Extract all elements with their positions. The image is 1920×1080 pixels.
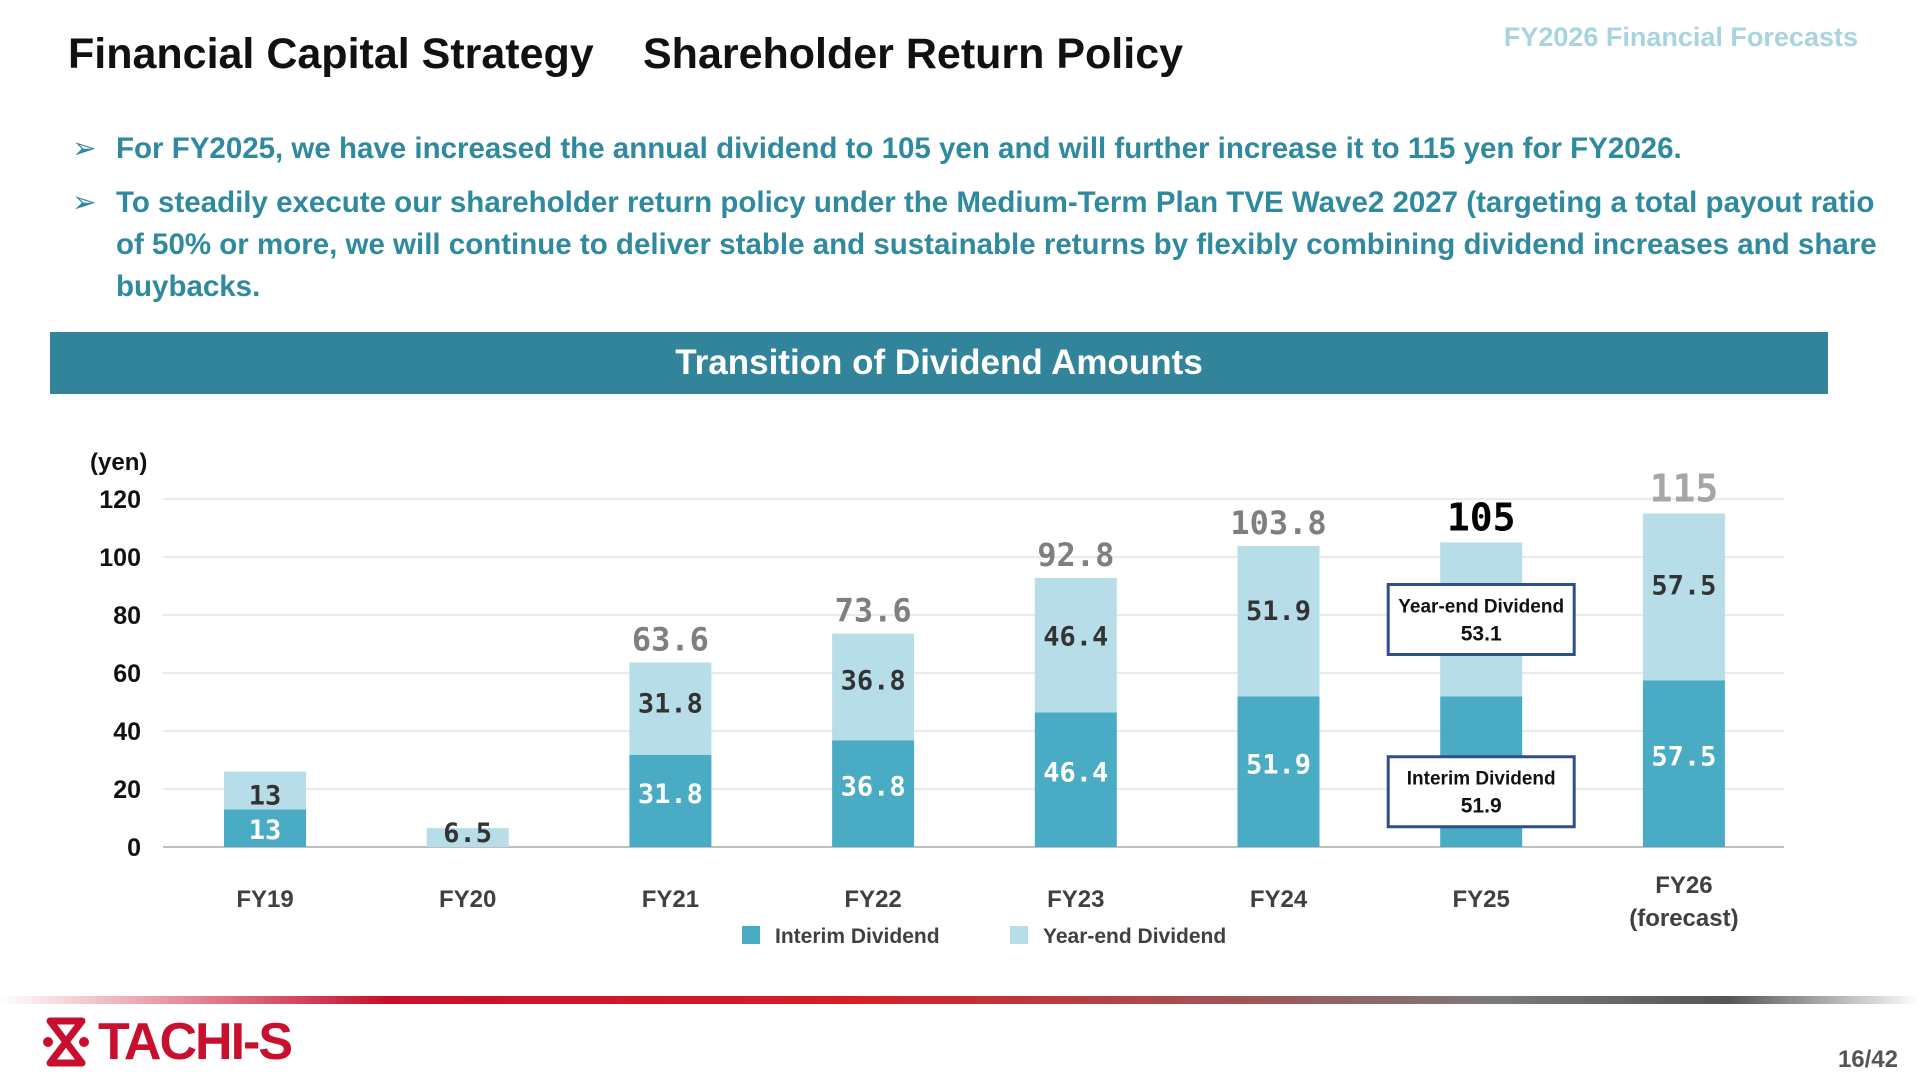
bar-interim-dividend [629, 754, 712, 847]
x-tick-label: (forecast) [1629, 905, 1738, 932]
bullet-item: ➢ For FY2025, we have increased the annu… [72, 128, 1882, 170]
bar-year-end-dividend [224, 771, 306, 810]
data-label-total: 103.8 [1230, 504, 1326, 542]
arrow-bullet-icon: ➢ [72, 132, 97, 165]
data-label-year-end: 31.8 [638, 688, 703, 719]
bullet-list: ➢ For FY2025, we have increased the annu… [72, 128, 1882, 320]
y-tick-label: 60 [113, 660, 141, 688]
x-tick-label: FY19 [236, 886, 293, 913]
callout-interim-box [1386, 755, 1576, 829]
bullet-text: For FY2025, we have increased the annual… [116, 132, 1682, 165]
callout-title: Interim Dividend [1407, 769, 1556, 790]
page-number: 16/42 [1837, 1046, 1898, 1073]
x-tick-label: FY22 [844, 886, 901, 913]
page-subtitle: Shareholder Return Policy [643, 30, 1184, 78]
bar-year-end-dividend [1642, 513, 1725, 681]
x-tick-label: FY24 [1250, 886, 1308, 913]
x-tick-label: FY21 [642, 886, 699, 913]
bar-interim-dividend [1237, 696, 1320, 847]
x-tick-label: FY20 [439, 886, 496, 913]
data-label-interim: 46.4 [1043, 758, 1108, 789]
y-tick-label: 120 [99, 486, 141, 514]
company-logo: TACHI-S [40, 1012, 293, 1072]
bar-year-end-dividend [1237, 545, 1320, 697]
data-label-year-end: 51.9 [1246, 596, 1311, 627]
data-label-total: 105 [1447, 496, 1516, 540]
legend-swatch [742, 926, 760, 944]
data-label-year-end: 36.8 [841, 665, 906, 696]
y-tick-label: 40 [113, 718, 141, 746]
bar-year-end-dividend [1034, 577, 1117, 713]
y-tick-label: 80 [113, 602, 141, 630]
page-title: Financial Capital Strategy [68, 30, 594, 78]
data-label-total: 73.6 [835, 592, 912, 630]
callout-year-end-box [1386, 582, 1576, 656]
data-label-total: 92.8 [1037, 536, 1114, 574]
bar-year-end-dividend [832, 633, 915, 741]
legend-label: Interim Dividend [775, 925, 940, 948]
y-tick-label: 0 [127, 834, 141, 862]
data-label-interim: 31.8 [638, 779, 703, 810]
data-label-year-end: 46.4 [1043, 621, 1108, 652]
legend-label: Year-end Dividend [1043, 925, 1226, 948]
chart-banner-title: Transition of Dividend Amounts [675, 343, 1203, 382]
x-tick-label: FY25 [1453, 886, 1510, 913]
legend-swatch [1010, 926, 1028, 944]
footer-divider [0, 996, 1920, 1004]
callout-value: 53.1 [1461, 622, 1502, 645]
data-label-interim: 36.8 [841, 772, 906, 803]
y-axis-label: (yen) [90, 449, 147, 476]
data-label-interim: 51.9 [1246, 750, 1311, 781]
data-label-total: 63.6 [632, 621, 709, 659]
data-label-year-end: 13 [249, 780, 282, 811]
bar-interim-dividend [224, 809, 306, 847]
chart-banner: Transition of Dividend Amounts [50, 332, 1828, 394]
bar-interim-dividend [1034, 712, 1117, 847]
bar-year-end-dividend [426, 828, 509, 847]
data-label-interim: 13 [249, 815, 282, 846]
data-label-total: 115 [1650, 467, 1719, 511]
x-tick-label: FY23 [1047, 886, 1104, 913]
bar-year-end-dividend [629, 662, 712, 755]
x-tick-label: FY26 [1655, 872, 1712, 899]
data-label-year-end: 57.5 [1651, 571, 1716, 602]
section-label: FY2026 Financial Forecasts [1503, 22, 1858, 52]
y-tick-label: 100 [99, 544, 141, 572]
dividend-chart: (yen) 0 20 40 60 80 100 120 13 13 FY19 6.5 FY20 31.8 3… [90, 449, 1784, 948]
tachi-s-logo-icon [43, 1017, 89, 1067]
logo-text: TACHI-S [98, 1013, 293, 1071]
data-label-interim: 57.5 [1651, 742, 1716, 773]
data-label-year-end: 6.5 [443, 818, 492, 849]
callout-value: 51.9 [1461, 795, 1502, 818]
callout-title: Year-end Dividend [1398, 596, 1564, 617]
y-tick-label: 20 [113, 776, 141, 804]
bullet-text: To steadily execute our shareholder retu… [116, 186, 1877, 303]
bar-interim-dividend [832, 740, 915, 847]
arrow-bullet-icon: ➢ [72, 186, 97, 219]
bullet-item: ➢ To steadily execute our shareholder re… [72, 182, 1882, 308]
bar-interim-dividend [1642, 680, 1725, 847]
